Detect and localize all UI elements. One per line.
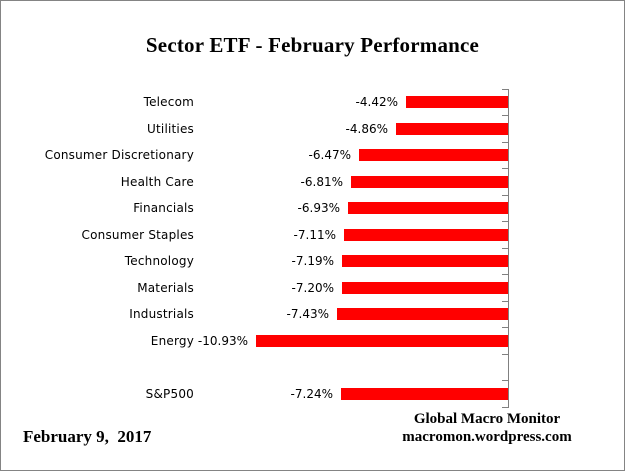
bar xyxy=(351,175,508,188)
spacer-row xyxy=(1,354,508,381)
category-label: Telecom xyxy=(143,95,194,110)
tick-mark xyxy=(502,168,509,169)
category-label: Consumer Staples xyxy=(81,227,194,242)
bar-row: Health Care -6.81% xyxy=(1,169,508,196)
bar xyxy=(396,122,508,135)
value-label: -4.86% xyxy=(345,121,388,136)
bar-row: Financials -6.93% xyxy=(1,195,508,222)
bar xyxy=(406,96,508,109)
category-label: Health Care xyxy=(120,174,194,189)
bar-row: Technology -7.19% xyxy=(1,248,508,275)
bar xyxy=(342,281,508,294)
tick-mark xyxy=(502,115,509,116)
tick-mark xyxy=(502,380,509,381)
bar-row: Energy -10.93% xyxy=(1,328,508,355)
bar-row: Consumer Staples -7.11% xyxy=(1,222,508,249)
plot-area: Telecom -4.42% Utilities -4.86% Consumer Dis… xyxy=(1,88,509,408)
value-label: -7.24% xyxy=(290,386,333,401)
bar xyxy=(344,228,508,241)
value-label: -6.93% xyxy=(297,201,340,216)
tick-mark xyxy=(502,353,509,355)
value-label: -4.42% xyxy=(355,95,398,110)
tick-mark xyxy=(502,300,509,302)
tick-mark xyxy=(502,327,509,328)
value-label: -7.19% xyxy=(291,254,334,269)
value-label: -7.11% xyxy=(293,227,336,242)
tick-mark xyxy=(502,247,509,249)
value-label: -7.43% xyxy=(286,307,329,322)
bar xyxy=(359,149,508,162)
category-label: Energy xyxy=(150,333,194,348)
category-label: Consumer Discretionary xyxy=(44,148,194,163)
tick-mark xyxy=(502,194,509,196)
bar xyxy=(341,387,508,400)
tick-mark xyxy=(502,406,509,408)
category-label: Technology xyxy=(124,254,194,269)
tick-mark xyxy=(502,221,509,222)
value-label: -10.93% xyxy=(197,333,248,348)
category-label: S&P500 xyxy=(145,386,194,401)
bar-row: S&P500 -7.24% xyxy=(1,381,508,408)
bar xyxy=(256,334,508,347)
category-label: Financials xyxy=(133,201,194,216)
value-label: -7.20% xyxy=(291,280,334,295)
attribution-url: macromon.wordpress.com xyxy=(402,429,572,445)
bar xyxy=(348,202,508,215)
category-label: Industrials xyxy=(129,307,194,322)
bar xyxy=(342,255,508,268)
value-label: -6.47% xyxy=(308,148,351,163)
chart-title: Sector ETF - February Performance xyxy=(145,33,480,57)
bar-row: Consumer Discretionary -6.47% xyxy=(1,142,508,169)
tick-mark xyxy=(502,88,509,90)
tick-mark xyxy=(502,274,509,275)
attribution-source: Global Macro Monitor xyxy=(413,411,561,427)
bar-row: Materials -7.20% xyxy=(1,275,508,302)
tick-mark xyxy=(502,141,509,143)
bar xyxy=(337,308,508,321)
bar-row: Industrials -7.43% xyxy=(1,301,508,328)
attribution: Global Macro Monitor macromon.wordpress.… xyxy=(359,410,615,446)
bar-row: Telecom -4.42% xyxy=(1,89,508,116)
footer-date: February 9, 2017 xyxy=(23,427,152,446)
value-label: -6.81% xyxy=(300,174,343,189)
bar-row: Utilities -4.86% xyxy=(1,116,508,143)
category-label: Utilities xyxy=(147,121,194,136)
category-label: Materials xyxy=(137,280,194,295)
